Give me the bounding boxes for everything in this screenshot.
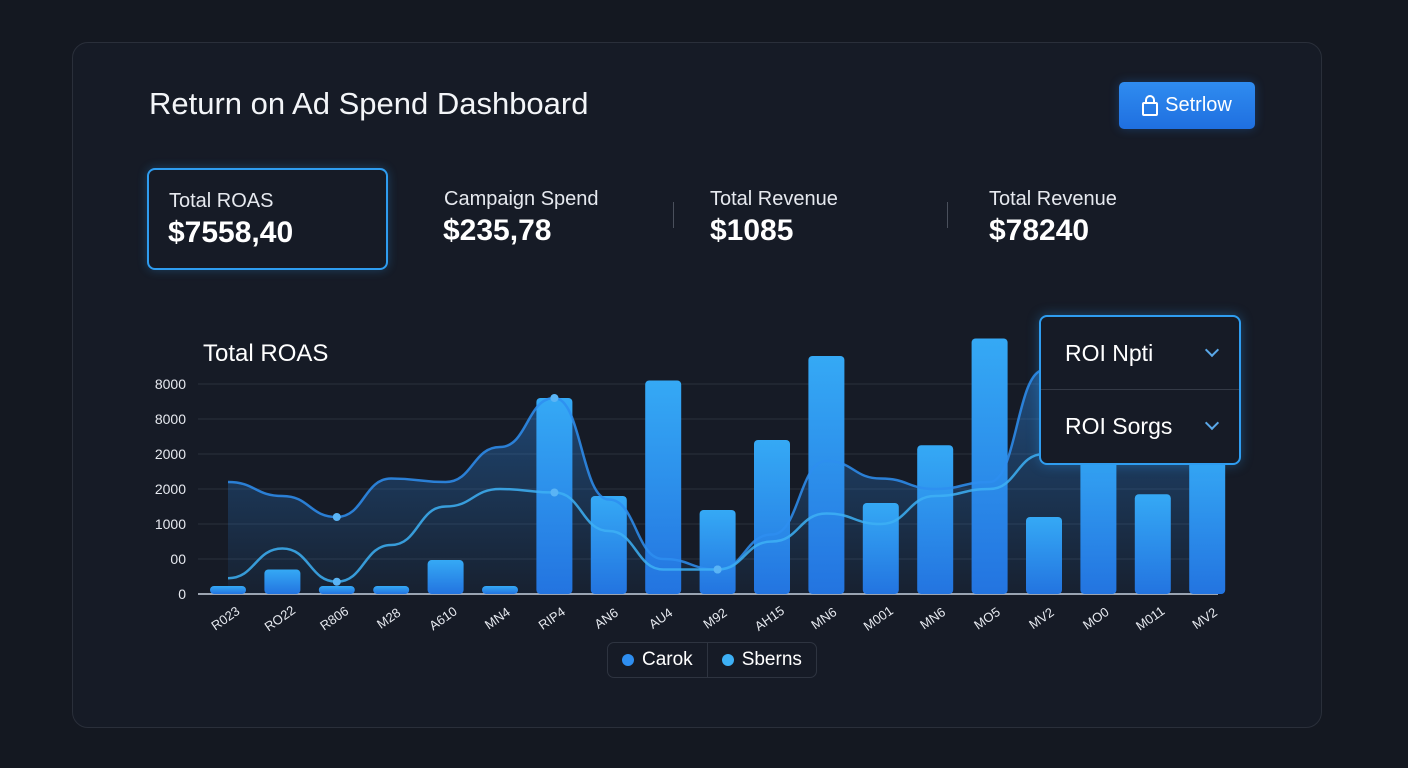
x-tick-label: MN6 (808, 604, 839, 632)
bar (1026, 517, 1062, 594)
x-tick-label: MN6 (917, 604, 948, 632)
x-tick-label: RO22 (262, 602, 298, 634)
x-tick-label: MO0 (1080, 604, 1112, 632)
kpi-value: $235,78 (443, 214, 552, 247)
x-tick-label: MV2 (1026, 605, 1057, 633)
bar (862, 503, 899, 594)
bar (373, 585, 410, 594)
bar (754, 440, 790, 594)
roi-dropdown-panel: ROI Npti ROI Sorgs (1039, 315, 1241, 465)
kpi-campaign-spend[interactable]: Campaign Spend $235,78 (424, 168, 654, 266)
kpi-total-roas[interactable]: Total ROAS $7558,40 (147, 168, 388, 270)
kpi-value: $1085 (710, 214, 794, 247)
data-point (332, 577, 341, 586)
divider (947, 202, 948, 228)
chart-legend: Carok Sberns (607, 642, 817, 678)
bar (645, 380, 682, 594)
data-point (713, 565, 722, 574)
kpi-total-revenue[interactable]: Total Revenue $1085 (690, 168, 920, 266)
y-tick-label: 2000 (155, 481, 186, 497)
bar (1080, 440, 1117, 594)
dropdown-label: ROI Sorgs (1065, 412, 1173, 439)
bar (1189, 454, 1226, 594)
x-tick-label: MN4 (482, 604, 513, 632)
x-tick-label: AU4 (646, 605, 675, 632)
button-label: Setrlow (1165, 94, 1232, 116)
bar (971, 338, 1008, 594)
kpi-label: Total Revenue (989, 188, 1117, 210)
x-tick-label: RIP4 (536, 604, 568, 633)
legend-dot (721, 654, 734, 666)
data-point (550, 394, 559, 402)
chevron-down-icon (1204, 415, 1220, 431)
x-tick-label: MO5 (971, 604, 1003, 632)
lock-icon (1142, 94, 1159, 116)
legend-label: Sberns (741, 649, 802, 670)
legend-label: Carok (642, 649, 693, 670)
y-tick-label: 2000 (155, 446, 186, 462)
chart-title: Total ROAS (203, 340, 329, 367)
data-point (550, 488, 559, 497)
bar (482, 585, 518, 594)
x-tick-label: M28 (374, 605, 403, 632)
divider (673, 202, 674, 228)
y-tick-label: 1000 (155, 516, 186, 532)
dropdown-roi-sorgs[interactable]: ROI Sorgs (1041, 389, 1239, 462)
dropdown-label: ROI Npti (1065, 339, 1154, 366)
x-tick-label: A610 (426, 603, 459, 633)
kpi-label: Total Revenue (710, 188, 838, 210)
dropdown-roi-npti[interactable]: ROI Npti (1041, 317, 1239, 389)
kpi-value: $78240 (989, 214, 1090, 247)
y-tick-label: 8000 (155, 411, 186, 427)
bar (264, 569, 301, 594)
y-tick-label: 0 (178, 586, 186, 602)
x-tick-label: M011 (1133, 603, 1167, 633)
x-tick-label: AH15 (752, 603, 787, 634)
kpi-total-revenue-2[interactable]: Total Revenue $78240 (969, 168, 1199, 266)
series-line-sberns (227, 442, 1208, 584)
x-tick-label: R806 (317, 603, 351, 633)
kpi-value: $7558,40 (168, 216, 294, 249)
bar (318, 585, 355, 594)
bar (590, 496, 627, 594)
setrlow-button[interactable]: Setrlow (1119, 82, 1255, 129)
x-tick-label: M92 (700, 605, 729, 632)
x-tick-label: AN6 (592, 605, 621, 632)
x-tick-label: R023 (208, 603, 242, 633)
legend-item-sberns[interactable]: Sberns (706, 643, 816, 677)
legend-dot (622, 654, 634, 666)
legend-item-carok[interactable]: Carok (608, 643, 707, 677)
kpi-label: Campaign Spend (444, 188, 599, 210)
kpi-label: Total ROAS (169, 190, 274, 212)
series-area-carok (228, 356, 1208, 594)
bar (917, 445, 954, 594)
bar (427, 560, 464, 594)
x-tick-label: MV2 (1189, 605, 1220, 633)
bar (699, 510, 736, 594)
bar (808, 356, 845, 594)
x-tick-label: M001 (861, 603, 896, 634)
bar (210, 585, 246, 594)
y-tick-label: 8000 (155, 376, 186, 392)
page-title: Return on Ad Spend Dashboard (149, 86, 589, 121)
y-tick-label: 00 (170, 551, 186, 567)
bar (1134, 494, 1171, 594)
chevron-down-icon (1204, 342, 1220, 358)
data-point (332, 513, 341, 521)
